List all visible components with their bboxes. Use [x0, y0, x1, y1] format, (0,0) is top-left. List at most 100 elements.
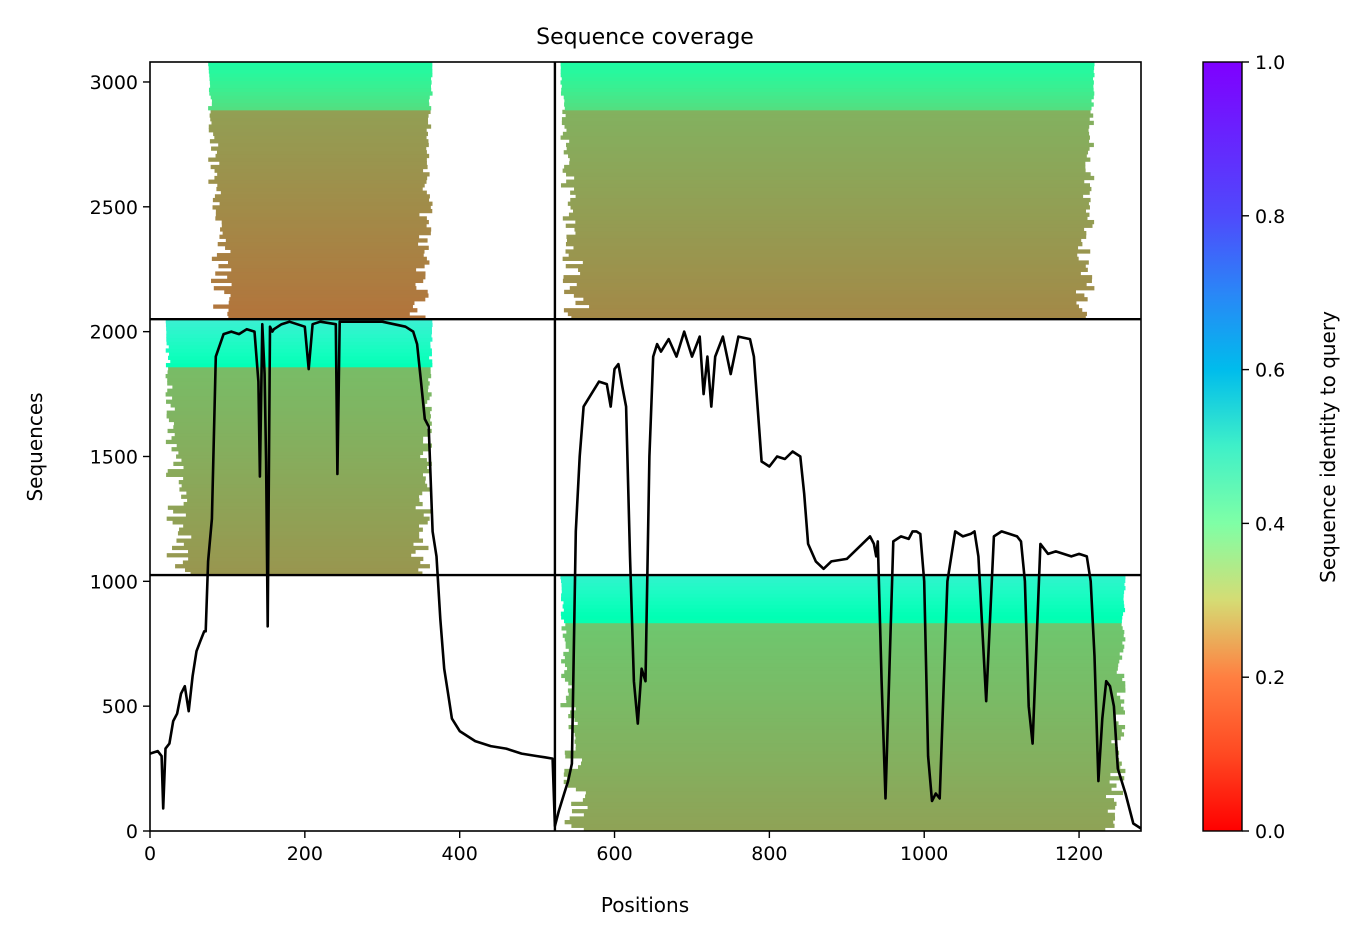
heatmap-row	[568, 692, 1117, 697]
heatmap-row	[562, 109, 1091, 115]
heatmap-row	[208, 87, 432, 92]
heatmap-row	[217, 183, 425, 188]
x-tick-label: 600	[596, 843, 632, 865]
heatmap-row	[208, 65, 433, 70]
heatmap-row	[213, 286, 417, 291]
heatmap-row	[173, 421, 432, 426]
heatmap-row	[564, 768, 1126, 774]
heatmap-row	[214, 175, 428, 181]
heatmap-row	[560, 91, 1095, 96]
heatmap-row	[219, 201, 433, 206]
heatmap-row	[216, 186, 423, 192]
heatmap-block	[208, 62, 433, 320]
heatmap-row	[208, 157, 427, 162]
heatmap-row	[568, 714, 1116, 719]
x-tick-label: 0	[144, 843, 156, 865]
heatmap-row	[561, 593, 1124, 598]
heatmap-row	[561, 120, 1094, 126]
heatmap-row	[574, 717, 1115, 722]
heatmap-row	[561, 76, 1094, 81]
heatmap-row	[585, 794, 1107, 799]
heatmap-row	[179, 527, 423, 532]
heatmap-row	[568, 724, 1126, 730]
heatmap-row	[228, 315, 426, 320]
heatmap-row	[166, 472, 424, 477]
heatmap-row	[219, 234, 420, 239]
heatmap-row	[178, 480, 426, 485]
heatmap-row	[229, 297, 426, 302]
heatmap-row	[185, 512, 424, 518]
heatmap-row	[571, 823, 1115, 828]
heatmap-row	[567, 666, 1118, 671]
heatmap-row	[565, 264, 1086, 269]
heatmap-row	[212, 205, 431, 210]
x-tick-label: 800	[751, 843, 787, 865]
heatmap-row	[171, 447, 430, 452]
heatmap-row	[565, 223, 1093, 228]
heatmap-row	[564, 102, 1094, 107]
x-axis-ticks: 0 200 400 600 800 1000 1200	[144, 831, 1103, 865]
heatmap-row	[562, 216, 1088, 221]
heatmap-row	[215, 208, 433, 214]
x-axis-label: Positions	[601, 893, 689, 917]
heatmap-row	[566, 699, 1125, 704]
heatmap-row	[168, 366, 431, 371]
heatmap-row	[172, 545, 429, 551]
chain-boundaries	[150, 62, 1141, 831]
heatmap-row	[215, 153, 430, 159]
heatmap-row	[186, 490, 423, 496]
heatmap-row	[574, 175, 1095, 181]
heatmap-row	[564, 289, 1077, 295]
heatmap-row	[575, 746, 1118, 752]
heatmap-row	[566, 629, 1125, 635]
chart-title: Sequence coverage	[536, 25, 754, 50]
heatmap-row	[168, 355, 430, 360]
heatmap-row	[176, 454, 421, 459]
heatmap-row	[569, 157, 1091, 162]
heatmap-row	[166, 337, 433, 342]
heatmap-row	[570, 205, 1090, 210]
heatmap-row	[182, 560, 421, 565]
heatmap-row	[214, 168, 424, 173]
heatmap-row	[566, 146, 1090, 151]
heatmap-row	[564, 820, 1114, 825]
heatmap-row	[564, 637, 1126, 642]
heatmap-row	[561, 586, 1126, 591]
heatmap-row	[560, 183, 1090, 188]
heatmap-row	[172, 520, 428, 525]
y-axis-label: Sequences	[23, 392, 47, 501]
heatmap-row	[566, 234, 1087, 239]
heatmap-row	[575, 787, 1112, 792]
y-tick-label: 2500	[90, 197, 138, 219]
colorbar-tick-label: 0.4	[1255, 513, 1285, 535]
heatmap-row	[562, 131, 1090, 137]
heatmap-row	[565, 695, 1121, 700]
heatmap-row	[574, 732, 1125, 737]
heatmap-row	[566, 142, 1094, 148]
heatmap-row	[562, 633, 1124, 638]
heatmap-row	[215, 212, 420, 217]
y-axis-ticks: 0 500 1000 1500 2000 2500 3000	[90, 72, 150, 843]
heatmap-row	[580, 761, 1122, 766]
heatmap-row	[571, 315, 1086, 320]
heatmap-row	[564, 750, 1120, 755]
heatmap-row	[574, 739, 1112, 744]
heatmap-row	[174, 432, 430, 437]
heatmap-row	[175, 564, 430, 569]
heatmap-row	[188, 549, 416, 554]
x-tick-label: 1200	[1055, 843, 1103, 865]
y-tick-label: 3000	[90, 72, 138, 94]
heatmap-row	[167, 469, 431, 474]
heatmap-row	[178, 450, 424, 456]
heatmap-row	[209, 76, 432, 81]
heatmap-row	[563, 618, 1122, 624]
heatmap-row	[564, 655, 1123, 660]
heatmap-row	[212, 197, 430, 203]
heatmap-row	[166, 399, 428, 404]
heatmap-row	[578, 267, 1088, 273]
heatmap-row	[560, 80, 1094, 85]
heatmap-block	[560, 62, 1095, 320]
heatmap-row	[561, 117, 1090, 122]
heatmap-row	[568, 681, 1126, 686]
heatmap-row	[183, 465, 428, 470]
